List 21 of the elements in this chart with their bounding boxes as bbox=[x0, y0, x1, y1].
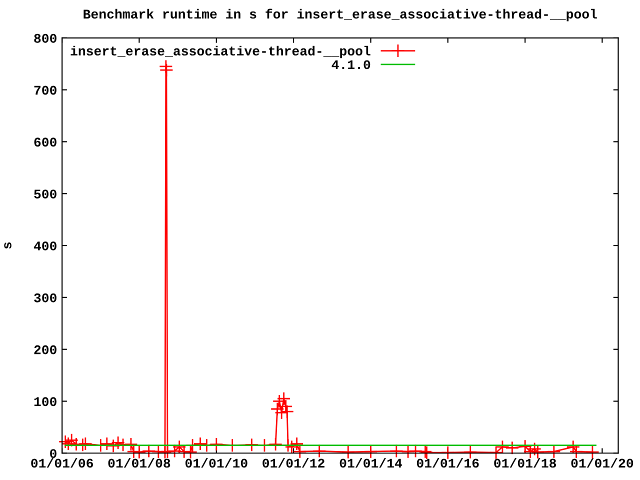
x-tick-label: 01/01/12 bbox=[262, 458, 324, 468]
x-tick-label: 01/01/06 bbox=[31, 458, 94, 468]
y-tick-label: 800 bbox=[34, 34, 56, 43]
legend-label: 4.1.0 bbox=[332, 60, 370, 70]
y-tick-label: 500 bbox=[34, 190, 56, 199]
y-axis-title: s bbox=[4, 242, 12, 249]
y-tick-label: 700 bbox=[34, 86, 56, 95]
y-tick-label: 400 bbox=[34, 241, 56, 250]
chart-title: Benchmark runtime in s for insert_erase_associative-thread-__pool bbox=[84, 8, 597, 22]
y-tick-label: 200 bbox=[34, 345, 56, 354]
y-tick-label: 300 bbox=[34, 293, 56, 302]
x-tick-label: 01/01/18 bbox=[494, 458, 556, 468]
x-tick-label: 01/01/20 bbox=[571, 458, 634, 468]
y-tick-label: 100 bbox=[34, 397, 56, 406]
legend-label: insert_erase_associative-thread-__pool bbox=[70, 46, 370, 58]
y-tick-label: 0 bbox=[50, 449, 56, 458]
x-tick-label: 01/01/16 bbox=[416, 458, 479, 468]
x-tick-label: 01/01/08 bbox=[108, 458, 170, 468]
x-tick-label: 01/01/10 bbox=[185, 458, 248, 468]
y-tick-label: 600 bbox=[34, 138, 56, 147]
x-tick-label: 01/01/14 bbox=[340, 458, 402, 468]
